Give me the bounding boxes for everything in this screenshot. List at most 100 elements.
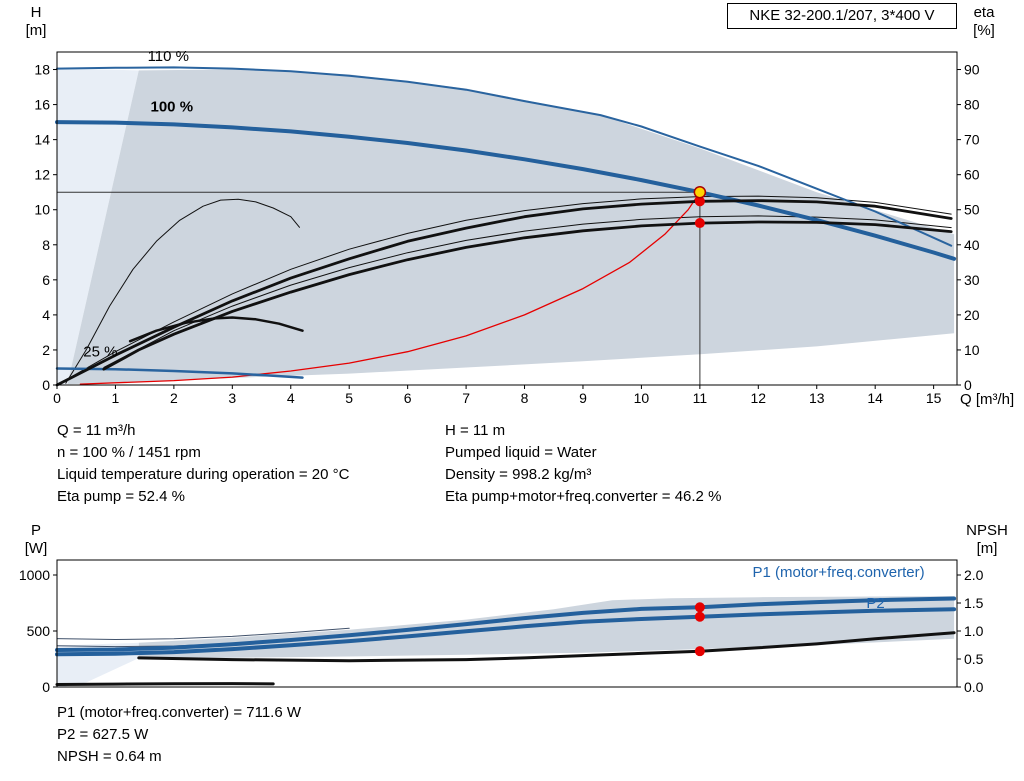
duty-point [693,185,707,199]
info-eta-total: Eta pump+motor+freq.converter = 46.2 % [445,488,722,505]
x-tick-label: 2 [170,390,178,406]
y-left-tick-label: 10 [34,202,50,218]
result-values: P1 (motor+freq.converter) = 711.6 W P2 =… [57,702,301,768]
npsh-axis-title: NPSH [m] [956,522,1018,558]
p-axis-title-unit: [W] [24,540,48,557]
y-left-tick-label: 2 [42,342,50,358]
eta-total-point [694,218,705,229]
eta-curve-25pct [128,316,304,343]
x-tick-label: 8 [521,390,529,406]
p-25pct-curve [55,682,275,686]
label-110pct: 110 % [148,48,189,65]
y-left-tick-label: 14 [34,132,50,148]
x-tick-label: 7 [462,390,470,406]
label-25pct: 25 % [83,344,117,361]
y-right-tick-label: 60 [964,167,980,183]
npsh-axis-title-symbol: NPSH [966,522,1008,539]
h-axis-title: H [m] [16,4,56,40]
x-tick-label: 3 [228,390,236,406]
x-tick-label: 10 [634,390,650,406]
eta-total-curve [102,220,953,371]
npsh-axis-title-unit: [m] [976,540,998,557]
y-right-tick-label: 0.0 [964,679,984,695]
result-p2: P2 = 627.5 W [57,726,149,743]
info-q: Q = 11 m³/h [57,422,136,439]
y-left-tick-label: 6 [42,272,50,288]
curve-110pct [56,66,953,247]
plot-frame [56,51,958,386]
info-pumped-liquid: Pumped liquid = Water [445,444,597,461]
hq-chart: 0 1 2 3 4 5 6 7 8 9 10 11 12 13 14 15024681012141618010… [34,48,980,406]
p2-curve [55,607,957,657]
pump-model-title: NKE 32-200.1/207, 3*400 V [727,3,957,29]
info-eta-pump: Eta pump = 52.4 % [57,488,185,505]
x-tick-label: 13 [809,390,825,406]
power-npsh-chart: 0 500 1000 0.0 0.5 1.0 1.5 2.0 P1 (motor+freq.co… [19,559,984,695]
y-left-tick-label: 16 [34,97,50,113]
y-left-tick-label: 1000 [19,567,50,583]
x-tick-label: 9 [579,390,587,406]
x-tick-label: 4 [287,390,295,406]
eta-axis-title: eta [%] [962,4,1006,40]
y-right-tick-label: 0.5 [964,651,984,667]
npsh-curve [137,631,956,663]
x-tick-label: 15 [926,390,942,406]
y-right-tick-label: 10 [964,342,980,358]
y-right-tick-label: 20 [964,307,980,323]
result-p1: P1 (motor+freq.converter) = 711.6 W [57,704,301,721]
operating-envelope [67,69,955,385]
p-thin-1 [56,627,350,640]
x-tick-label: 0 [53,390,61,406]
x-tick-label: 6 [404,390,412,406]
p2-curve-label: P2 [866,595,884,612]
y-right-tick-label: 1.5 [964,595,984,611]
system-curve-red [79,191,701,385]
curve-100pct [55,120,957,261]
info-speed: n = 100 % / 1451 rpm [57,444,201,461]
label-100pct: 100 % [151,99,194,116]
h-axis-title-unit: [m] [25,22,47,39]
y-right-tick-label: 40 [964,237,980,253]
y-left-tick-label: 4 [42,307,50,323]
result-npsh: NPSH = 0.64 m [57,748,162,765]
p1-curve [55,596,957,652]
eta-curve-thin-1 [56,195,952,386]
info-density: Density = 998.2 kg/m³ [445,466,592,483]
p2-point [694,611,705,622]
y-right-tick-label: 80 [964,97,980,113]
eta-curve-small-thin [65,198,300,384]
q-axis-title: Q [m³/h] [960,391,1015,408]
y-left-tick-label: 8 [42,237,50,253]
info-h: H = 11 m [445,422,506,439]
y-left-tick-label: 500 [27,623,51,639]
x-tick-label: 14 [867,390,883,406]
x-tick-label: 5 [345,390,353,406]
p-axis-title: P [W] [16,522,56,558]
y-left-tick-label: 18 [34,62,50,78]
y-left-tick-label: 0 [42,377,50,393]
eta-axis-title-unit: [%] [973,22,995,39]
eta-axis-title-symbol: eta [973,4,995,21]
duty-info-right: H = 11 m Pumped liquid = Water Density =… [445,420,721,508]
y-right-tick-label: 1.0 [964,623,984,639]
p-axis-title-symbol: P [30,522,41,539]
eta-pump-point [694,196,705,207]
x-tick-label: 1 [112,390,120,406]
y-right-tick-label: 0 [964,377,972,393]
p1-point [694,602,705,613]
x-tick-label: 12 [751,390,767,406]
y-right-tick-label: 50 [964,202,980,218]
y-left-tick-label: 12 [34,167,50,183]
y-right-tick-label: 2.0 [964,567,984,583]
duty-info-left: Q = 11 m³/h n = 100 % / 1451 rpm Liquid … [57,420,349,508]
y-left-tick-label: 0 [42,679,50,695]
y-right-tick-label: 90 [964,62,980,78]
y-right-tick-label: 30 [964,272,980,288]
info-liquid-temp: Liquid temperature during operation = 20… [57,466,350,483]
left-light-area [57,68,139,385]
plot-frame [56,559,958,688]
npsh-point [694,646,705,657]
y-right-tick-label: 70 [964,132,980,148]
h-axis-title-symbol: H [30,4,42,21]
